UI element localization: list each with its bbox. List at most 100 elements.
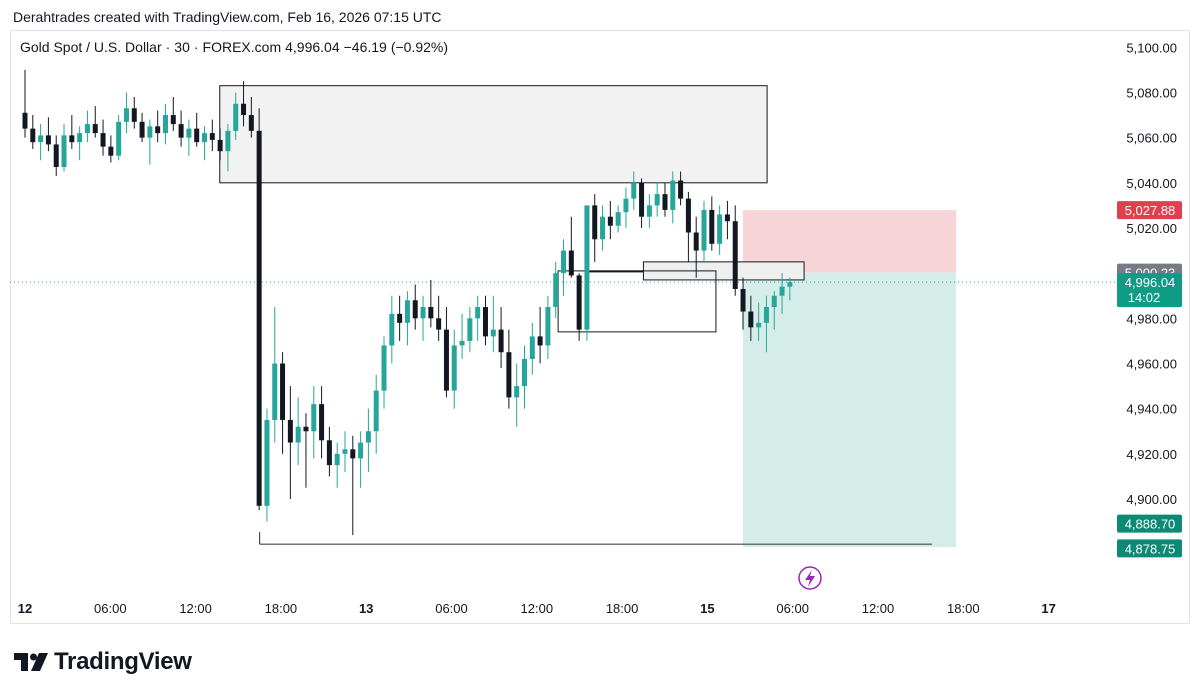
candle-body: [584, 205, 590, 330]
x-tick-label: 12:00: [521, 601, 554, 616]
candle-body: [186, 128, 192, 138]
candle-body: [490, 329, 496, 337]
candle-body: [350, 449, 356, 459]
candle-body: [662, 194, 668, 210]
alert-lightning-icon: [798, 566, 822, 590]
chart-credit: Derahtrades created with TradingView.com…: [13, 9, 442, 25]
y-tick-label: 5,020.00: [1126, 221, 1177, 236]
y-tick-label: 4,980.00: [1126, 311, 1177, 326]
candle-body: [233, 103, 239, 131]
y-tick-label: 5,100.00: [1126, 40, 1177, 55]
candle-body: [381, 345, 387, 391]
candle-body: [131, 108, 137, 122]
candle-body: [84, 124, 90, 134]
candle-body: [123, 108, 129, 122]
y-tick-label: 4,900.00: [1126, 492, 1177, 507]
candle-body: [319, 404, 325, 441]
alert-lightning-glyph: [805, 570, 815, 587]
candle-body: [631, 182, 637, 199]
candle-body: [639, 182, 645, 217]
candle-body: [264, 419, 270, 506]
candle-body: [412, 300, 418, 319]
candle-body: [373, 390, 379, 432]
candle-body: [100, 133, 106, 147]
candle-body: [287, 419, 293, 443]
target2-price-tag-label: 4,878.75: [1125, 541, 1176, 556]
candle-body: [607, 216, 613, 226]
candle-body: [724, 214, 730, 222]
x-tick-label: 06:00: [94, 601, 127, 616]
candle-body: [256, 130, 262, 506]
candle-body: [241, 103, 247, 116]
candle-body: [61, 135, 67, 167]
take-profit-zone: [742, 272, 957, 548]
candle-body: [178, 124, 184, 138]
y-tick-label: 5,040.00: [1126, 176, 1177, 191]
candle-body: [404, 300, 410, 323]
candle-body: [514, 386, 520, 398]
x-tick-label: 18:00: [606, 601, 639, 616]
y-tick-label: 4,920.00: [1126, 447, 1177, 462]
x-tick-label: 17: [1041, 601, 1055, 616]
current-price-tag-bg: [1117, 273, 1182, 308]
symbol-legend[interactable]: Gold Spot / U.S. Dollar · 30 · FOREX.com 4,99…: [20, 39, 449, 55]
tradingview-logo-icon: [14, 653, 48, 671]
candle-body: [771, 295, 777, 308]
candle-body: [217, 139, 223, 152]
candle-body: [420, 307, 426, 319]
candle-body: [506, 352, 512, 398]
candle-body: [280, 363, 286, 420]
candle-body: [451, 345, 457, 391]
candle-body: [740, 288, 746, 312]
candle-body: [397, 313, 403, 323]
candle-body: [756, 322, 762, 328]
candle-body: [69, 135, 75, 143]
x-tick-label: 12:00: [179, 601, 212, 616]
candle-body: [272, 363, 278, 420]
y-tick-label: 4,940.00: [1126, 402, 1177, 417]
candle-body: [209, 133, 215, 140]
candle-body: [678, 180, 684, 199]
candle-body: [311, 404, 317, 432]
x-tick-label: 18:00: [265, 601, 298, 616]
candle-body: [467, 318, 473, 341]
candle-body: [498, 329, 504, 353]
symbol-change: −46.19: [343, 39, 387, 55]
candle-body: [545, 307, 551, 346]
candle-body: [787, 282, 793, 287]
candle-body: [334, 453, 340, 466]
candle-body: [568, 250, 574, 276]
current-price-tag-countdown: 14:02: [1128, 290, 1161, 305]
candle-body: [779, 286, 785, 296]
candle-body: [436, 318, 442, 330]
candle-body: [108, 146, 114, 156]
y-tick-label: 5,080.00: [1126, 85, 1177, 100]
symbol-change-pct: (−0.92%): [390, 39, 449, 55]
symbol-name: Gold Spot / U.S. Dollar: [20, 39, 162, 55]
candle-body: [576, 275, 582, 330]
candle-body: [139, 121, 145, 138]
candle-body: [623, 198, 629, 213]
candle-body: [521, 358, 527, 387]
candle-body: [693, 232, 699, 251]
target-price-tag-bg: [1117, 514, 1182, 533]
candle-body: [92, 124, 98, 134]
candle-body: [53, 144, 59, 167]
x-tick-label: 12: [18, 601, 32, 616]
candle-body: [529, 336, 535, 359]
candle-body: [365, 431, 371, 443]
candle-body: [561, 250, 567, 274]
stop-price-tag-label: 5,027.88: [1125, 203, 1176, 218]
candle-body: [38, 135, 44, 143]
candle-body: [646, 205, 652, 217]
x-tick-label: 18:00: [947, 601, 980, 616]
target2-price-tag-bg: [1117, 539, 1182, 558]
candle-body: [615, 212, 621, 226]
candle-body: [732, 221, 738, 289]
target-price-tag-label: 4,888.70: [1125, 517, 1176, 532]
current-price-tag-label: 4,996.04: [1125, 275, 1176, 290]
candle-body: [717, 214, 723, 244]
candle-body: [342, 449, 348, 454]
tradingview-logo: TradingView: [14, 648, 192, 676]
